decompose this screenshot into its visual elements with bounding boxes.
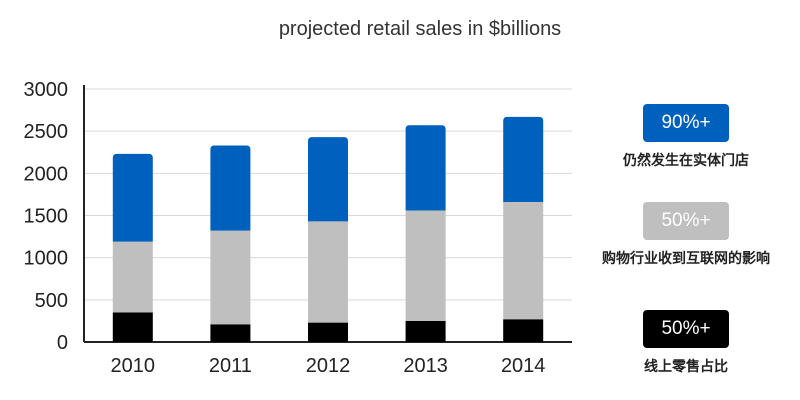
x-tick-label: 2014	[501, 355, 546, 377]
legend-badge-bottom: 50%+	[643, 310, 729, 348]
x-tick-label: 2013	[403, 355, 448, 377]
bar-segment-top	[503, 116, 544, 203]
y-tick-label: 500	[35, 290, 68, 312]
bar-segment-bottom	[405, 320, 446, 342]
bar-segment-bottom	[112, 312, 153, 342]
y-tick-label: 3000	[24, 79, 69, 101]
bar-segment-middle	[503, 202, 544, 320]
legend-caption-top: 仍然发生在实体门店	[623, 152, 749, 168]
legend-caption-bottom: 线上零售占比	[644, 358, 728, 374]
legend-caption-middle: 购物行业收到互联网的影响	[602, 250, 770, 266]
x-tick-label: 2010	[111, 355, 156, 377]
bar-segment-middle	[112, 241, 153, 313]
bar-segment-top	[210, 145, 251, 231]
bar-segment-middle	[308, 221, 348, 323]
bar-segment-top	[112, 153, 153, 242]
bar-segment-top	[405, 125, 446, 211]
legend-badge-top: 90%+	[643, 104, 729, 142]
bar-segment-bottom	[503, 319, 544, 342]
y-tick-label: 2000	[24, 163, 69, 185]
legend-item-top: 90%+ 仍然发生在实体门店	[566, 104, 800, 170]
legend-item-bottom: 50%+ 线上零售占比	[566, 310, 800, 376]
x-tick-label: 2012	[306, 355, 351, 377]
bar-segment-bottom	[308, 322, 348, 342]
legend-item-middle: 50%+ 购物行业收到互联网的影响	[566, 202, 800, 268]
bar-segment-top	[308, 137, 348, 222]
y-tick-label: 1500	[24, 206, 69, 228]
x-tick-label: 2011	[209, 355, 252, 377]
y-tick-label: 2500	[24, 121, 69, 143]
chart-title: projected retail sales in $billions	[278, 18, 562, 40]
bar-segment-middle	[210, 230, 251, 325]
legend-badge-middle: 50%+	[643, 202, 729, 240]
y-tick-label: 0	[57, 332, 68, 354]
bar-segment-middle	[405, 210, 446, 321]
y-tick-label: 1000	[24, 248, 69, 270]
bar-segment-bottom	[210, 324, 251, 342]
